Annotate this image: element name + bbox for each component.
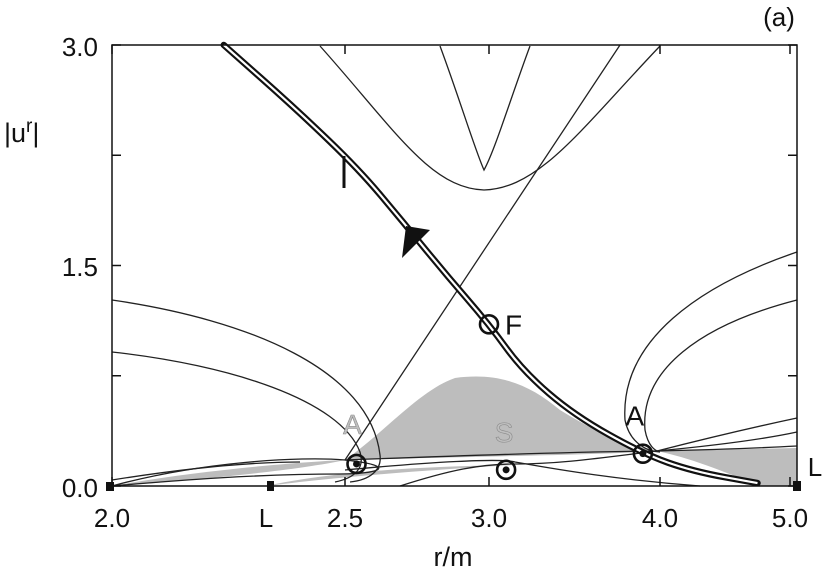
critical-point-dot [353,460,361,468]
x-tick-label: 2.0 [94,503,130,533]
critical-point-marker [632,443,654,464]
critical-point-marker [478,313,500,335]
lower-inner-1 [344,459,701,487]
lower-horizontal [344,445,798,461]
shaded-regions [112,376,797,486]
critical-point-dot [639,450,647,458]
separatrix-rising [344,44,621,461]
y-axis-title: |ur| [4,116,39,148]
upper-hyperbola-inner [439,45,531,172]
panel-label: (a) [763,2,795,32]
right-branch-upper [656,417,798,452]
x-tick-label: 2.5 [327,503,363,533]
critical-point-label: S [495,417,514,448]
axis-marker-label: L [259,503,273,533]
lower-left-loop [111,458,380,487]
critical-points: F A A S [343,309,654,481]
lower-inner-2 [399,450,658,487]
y-axis-title-superscript: r [26,116,33,137]
left-orbit-inner [111,351,362,483]
y-tick-label: 1.5 [62,252,98,282]
shaded-region-right [657,448,797,486]
shaded-region-left [112,460,345,486]
critical-point-dot [502,466,510,474]
x-tick-label: 3.0 [471,503,507,533]
critical-point-marker [346,453,367,475]
x-tick-label: 5.0 [772,503,808,533]
shaded-region-center [345,376,657,460]
y-axis-title-base: |u [4,118,26,148]
critical-point-label: F [505,309,522,340]
right-branch-mid [656,431,798,452]
phase-curves [111,44,798,487]
axis-marker-l [267,481,274,491]
left-low-branch [111,461,301,481]
critical-point-label: A [343,409,362,440]
y-axis-title-close: | [32,118,39,148]
x-tick-label: 4.0 [642,503,678,533]
shaded-region-sliver [266,465,515,486]
right-orbit-outer [624,251,798,453]
critical-point-label: A [626,401,645,432]
axis-marker-right [793,481,801,491]
right-marker-label: L [808,452,822,482]
x-axis-title: r/m [434,542,473,572]
thick-curve-core [223,44,758,485]
y-tick-label: 3.0 [62,32,98,62]
flow-arrow [402,226,430,258]
critical-point-marker [495,459,517,481]
y-tick-label: 0.0 [62,473,98,503]
axis-ticks [106,44,801,491]
axis-marker-square [106,482,114,491]
thick-solution-curve [220,41,761,487]
right-orbit-inner [644,299,798,453]
left-orbit-outer [111,299,381,483]
upper-hyperbola-outer [319,45,661,191]
